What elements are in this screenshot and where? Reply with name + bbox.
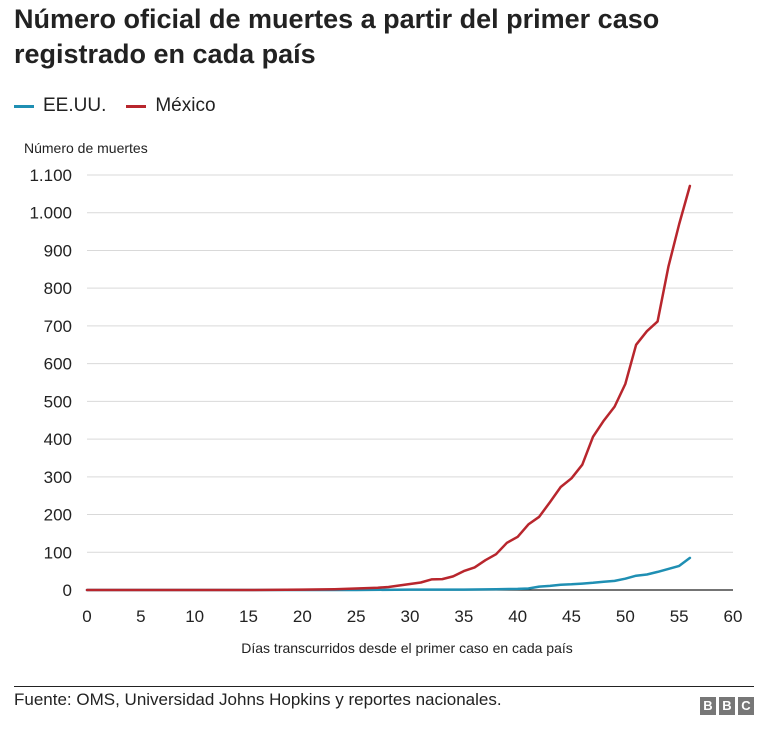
- y-tick-label: 0: [63, 581, 72, 600]
- chart-title: Número oficial de muertes a partir del p…: [14, 4, 660, 69]
- bbc-logo: B B C: [697, 697, 754, 715]
- y-tick-label: 1.100: [29, 166, 72, 185]
- y-tick-label: 1.000: [29, 204, 72, 223]
- y-tick-label: 400: [44, 430, 72, 449]
- x-tick-label: 60: [724, 607, 743, 626]
- source-note: Fuente: OMS, Universidad Johns Hopkins y…: [14, 690, 502, 709]
- legend-item-mexico: México: [126, 95, 216, 117]
- series-line-usa: [85, 556, 692, 592]
- x-tick-label: 30: [401, 607, 420, 626]
- legend-item-usa: EE.UU.: [14, 95, 106, 117]
- y-tick-label: 500: [44, 392, 72, 411]
- y-tick-label: 300: [44, 468, 72, 487]
- x-tick-label: 55: [670, 607, 689, 626]
- x-tick-label: 35: [454, 607, 473, 626]
- bbc-logo-letter: B: [719, 697, 735, 715]
- x-tick-label: 5: [136, 607, 145, 626]
- x-axis-title: Días transcurridos desde el primer caso …: [241, 640, 573, 656]
- x-tick-label: 10: [185, 607, 204, 626]
- x-tick-label: 0: [82, 607, 91, 626]
- legend-swatch-usa: [14, 104, 34, 108]
- x-tick-label: 45: [562, 607, 581, 626]
- y-tick-label: 200: [44, 506, 72, 525]
- y-tick-label: 700: [44, 317, 72, 336]
- line-chart: Número de muertes01002003004005006007008…: [24, 140, 743, 656]
- bbc-logo-letter: C: [738, 697, 754, 715]
- x-tick-label: 20: [293, 607, 312, 626]
- x-tick-label: 25: [347, 607, 366, 626]
- bbc-logo-letter: B: [700, 697, 716, 715]
- legend-label-mexico: México: [155, 95, 216, 116]
- y-axis-title: Número de muertes: [24, 140, 148, 156]
- legend: EE.UU. México: [14, 94, 236, 118]
- y-tick-label: 100: [44, 543, 72, 562]
- x-tick-label: 50: [616, 607, 635, 626]
- y-tick-label: 600: [44, 355, 72, 374]
- series-line-mexico: [85, 184, 692, 592]
- legend-swatch-mexico: [126, 104, 147, 108]
- x-tick-label: 40: [508, 607, 527, 626]
- footer-divider: [14, 686, 754, 687]
- legend-label-usa: EE.UU.: [43, 95, 107, 116]
- x-tick-label: 15: [239, 607, 258, 626]
- y-tick-label: 800: [44, 279, 72, 298]
- y-tick-label: 900: [44, 241, 72, 260]
